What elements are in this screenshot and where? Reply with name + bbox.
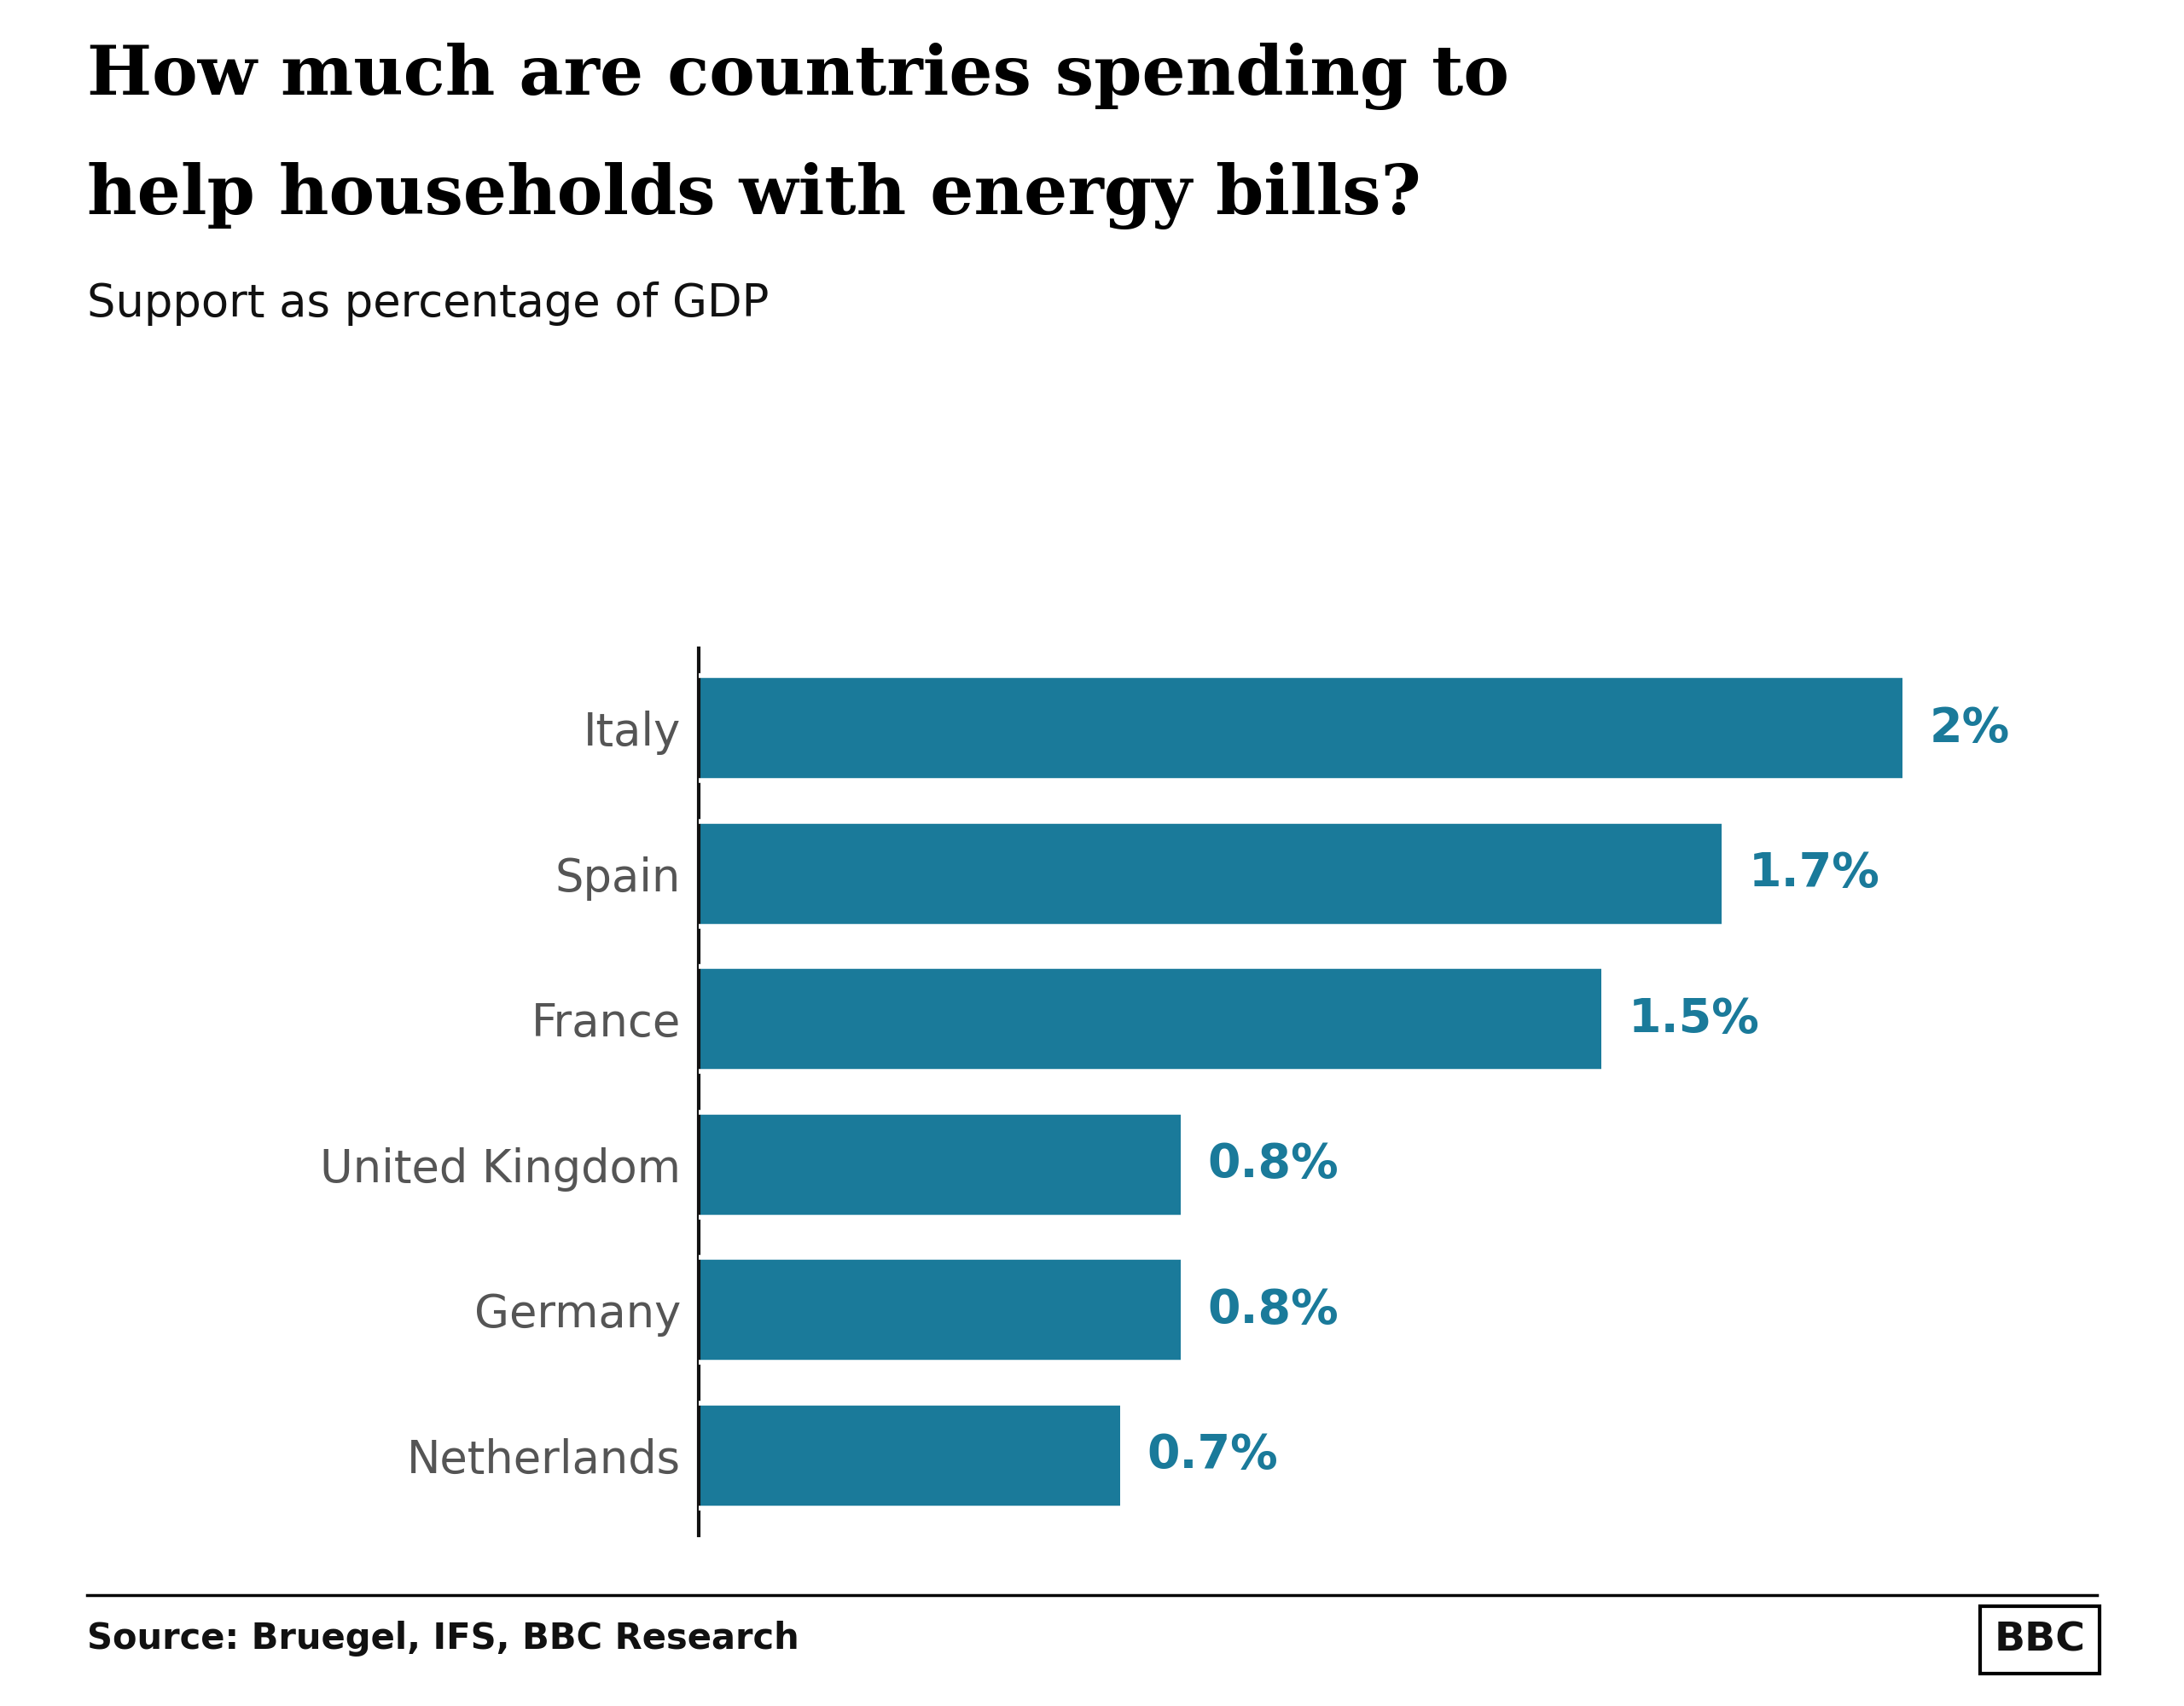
Bar	[699, 676, 1902, 781]
Bar	[699, 967, 1601, 1071]
Text: BBC: BBC	[1994, 1621, 2086, 1658]
Text: How much are countries spending to: How much are countries spending to	[87, 43, 1509, 109]
Text: 1.7%: 1.7%	[1749, 851, 1880, 897]
Text: Support as percentage of GDP: Support as percentage of GDP	[87, 281, 769, 326]
Bar	[699, 1257, 1179, 1363]
Text: 0.8%: 0.8%	[1208, 1141, 1339, 1187]
Text: 0.7%: 0.7%	[1147, 1433, 1278, 1479]
Bar	[699, 821, 1721, 926]
Text: 1.5%: 1.5%	[1629, 996, 1760, 1042]
Text: Source: Bruegel, IFS, BBC Research: Source: Bruegel, IFS, BBC Research	[87, 1621, 799, 1657]
Text: 0.8%: 0.8%	[1208, 1286, 1339, 1332]
Text: 2%: 2%	[1931, 705, 2009, 751]
Bar	[699, 1402, 1120, 1508]
Bar	[699, 1112, 1179, 1216]
Text: help households with energy bills?: help households with energy bills?	[87, 162, 1422, 229]
